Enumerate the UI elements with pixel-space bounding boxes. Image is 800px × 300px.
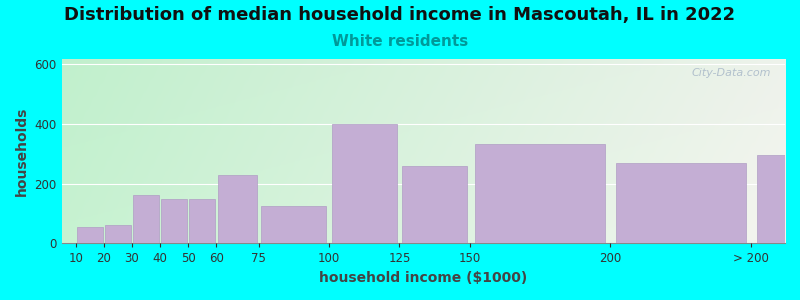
Bar [616,163,746,243]
Bar [105,225,131,243]
Bar [757,155,800,243]
Bar [262,206,326,243]
Text: City-Data.com: City-Data.com [691,68,770,78]
Bar [162,199,187,243]
Bar [475,143,605,243]
Text: Distribution of median household income in Mascoutah, IL in 2022: Distribution of median household income … [65,6,735,24]
Bar [77,227,102,243]
Bar [190,199,215,243]
Text: White residents: White residents [332,34,468,50]
Y-axis label: households: households [15,106,29,196]
Bar [218,176,257,243]
Bar [402,166,467,243]
Bar [133,195,159,243]
Bar [332,124,397,243]
X-axis label: household income ($1000): household income ($1000) [319,271,527,285]
